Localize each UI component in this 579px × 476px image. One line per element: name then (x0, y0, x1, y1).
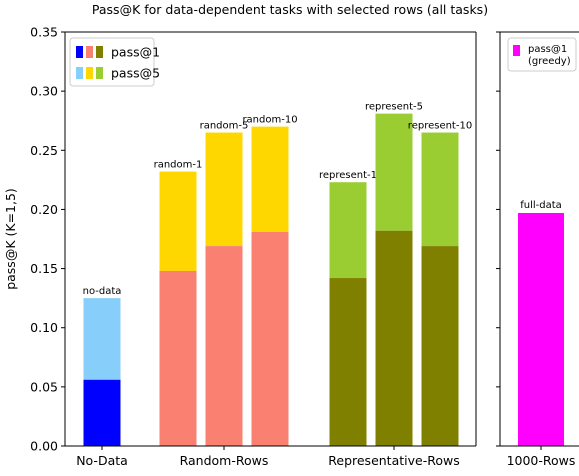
bar-pass5-random-10 (251, 126, 289, 232)
side-legend-label-2: (greedy) (528, 56, 571, 67)
bar-label-full-data: full-data (520, 200, 562, 211)
y-axis-label: pass@K (K=1,5) (3, 188, 18, 290)
legend-label-pass@5: pass@5 (111, 66, 160, 81)
y-tick-label-6: 0.30 (30, 84, 58, 99)
bar-pass5-no-data (83, 298, 121, 380)
legend-swatch-pass@1-2 (96, 46, 103, 58)
bar-label-random-1: random-1 (154, 160, 203, 171)
bar-pass5-represent-1 (329, 182, 367, 279)
bar-full-data (518, 212, 564, 446)
y-tick-label-3: 0.15 (30, 261, 58, 276)
bar-pass1-no-data (83, 379, 121, 446)
bar-pass5-represent-5 (375, 113, 413, 231)
legend-label-pass@1: pass@1 (111, 45, 160, 60)
legend-swatch-pass@1-0 (76, 46, 83, 58)
bar-label-random-5: random-5 (200, 121, 249, 132)
x-tick-label-1000-rows: 1000-Rows (507, 453, 576, 468)
bar-pass1-represent-5 (375, 230, 413, 446)
y-tick-label-0: 0.00 (30, 439, 58, 454)
x-tick-label-Representative-Rows: Representative-Rows (328, 453, 459, 468)
y-tick-label-5: 0.25 (30, 143, 58, 158)
bar-pass1-represent-10 (421, 246, 459, 446)
bar-pass1-random-10 (251, 231, 289, 446)
bar-pass5-random-5 (205, 132, 243, 247)
bar-label-random-10: random-10 (242, 115, 297, 126)
y-tick-label-4: 0.20 (30, 202, 58, 217)
y-tick-label-1: 0.05 (30, 379, 58, 394)
bar-label-represent-10: represent-10 (408, 121, 472, 132)
legend-swatch-pass@5-2 (96, 67, 103, 79)
legend-swatch-pass@1-1 (86, 46, 93, 58)
legend-swatch-pass@5-1 (86, 67, 93, 79)
y-tick-label-7: 0.35 (30, 25, 58, 40)
chart-title: Pass@K for data-dependent tasks with sel… (92, 2, 488, 17)
side-legend-label-1: pass@1 (528, 44, 567, 55)
y-tick-label-2: 0.10 (30, 320, 58, 335)
bar-pass5-random-1 (159, 171, 197, 271)
bar-label-no-data: no-data (83, 286, 122, 297)
bar-label-represent-5: represent-5 (365, 102, 423, 113)
bar-pass1-represent-1 (329, 278, 367, 446)
x-tick-label-No-Data: No-Data (76, 453, 128, 468)
side-legend-swatch (513, 45, 520, 56)
side-legend-box (507, 37, 577, 72)
bar-pass1-random-5 (205, 246, 243, 446)
bar-pass1-random-1 (159, 270, 197, 446)
bar-label-represent-1: represent-1 (319, 170, 377, 181)
legend-swatch-pass@5-0 (76, 67, 83, 79)
x-tick-label-Random-Rows: Random-Rows (180, 453, 269, 468)
bar-pass5-represent-10 (421, 132, 459, 247)
